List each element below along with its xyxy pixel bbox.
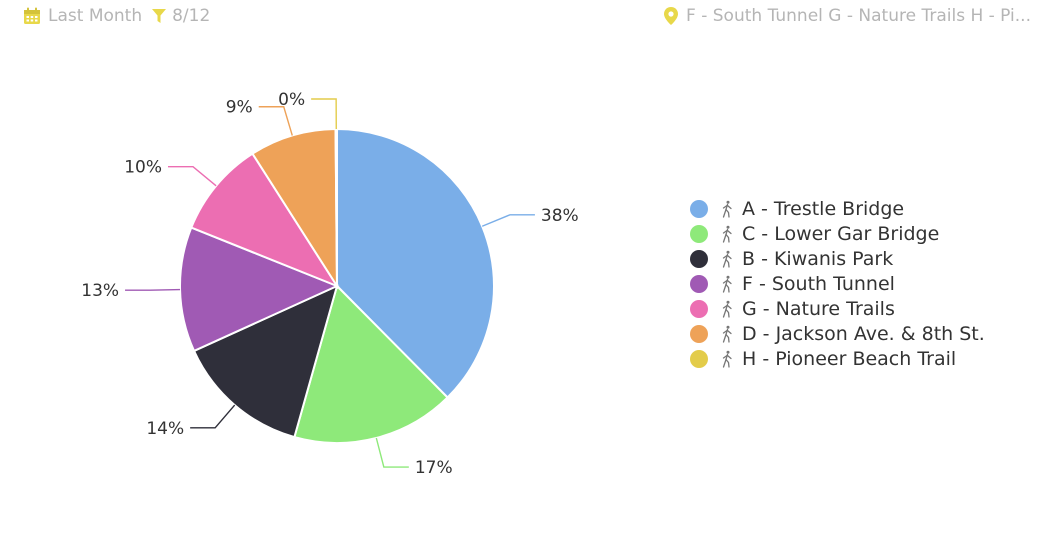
location-list-label: F - South Tunnel G - Nature Trails H - P… bbox=[686, 6, 1031, 26]
legend-color-dot bbox=[690, 199, 708, 218]
data-label-d-jackson-ave-8th-st: 9% bbox=[226, 98, 253, 118]
pie-slice-d-jackson-ave-8th-st[interactable] bbox=[251, 127, 339, 290]
legend-item-d-jackson-ave-8th-st[interactable]: D - Jackson Ave. & 8th St. bbox=[690, 321, 985, 346]
legend-color-dot bbox=[690, 274, 708, 293]
pedestrian-icon bbox=[720, 275, 734, 293]
pedestrian-icon bbox=[720, 250, 734, 268]
legend-label: F - South Tunnel bbox=[742, 272, 895, 295]
date-range-label: Last Month bbox=[48, 6, 143, 26]
legend-color-dot bbox=[690, 324, 708, 343]
data-label-g-nature-trails: 10% bbox=[124, 158, 162, 178]
legend-item-b-kiwanis-park[interactable]: B - Kiwanis Park bbox=[690, 246, 985, 271]
pie-chart: 38% 17% 14% 13% 10% 9% 0% bbox=[81, 90, 579, 478]
legend-item-g-nature-trails[interactable]: G - Nature Trails bbox=[690, 296, 985, 321]
location-filter[interactable]: F - South Tunnel G - Nature Trails H - P… bbox=[664, 6, 1031, 26]
leader-line-g-nature-trails bbox=[167, 166, 217, 187]
pedestrian-icon bbox=[720, 225, 734, 243]
legend-label: A - Trestle Bridge bbox=[742, 197, 905, 220]
legend-color-dot bbox=[690, 249, 708, 268]
map-pin-icon bbox=[664, 7, 679, 25]
legend-item-a-trestle-bridge[interactable]: A - Trestle Bridge bbox=[690, 196, 985, 221]
calendar-icon bbox=[22, 6, 42, 26]
legend-item-h-pioneer-beach-trail[interactable]: H - Pioneer Beach Trail bbox=[690, 346, 985, 371]
legend-label: B - Kiwanis Park bbox=[742, 247, 894, 270]
legend-color-dot bbox=[690, 349, 708, 368]
leader-line-h-pioneer-beach-trail bbox=[311, 98, 337, 130]
legend-color-dot bbox=[690, 224, 708, 243]
data-label-h-pioneer-beach-trail: 0% bbox=[278, 90, 305, 110]
filter-count: 8/12 bbox=[172, 6, 211, 26]
legend-color-dot bbox=[690, 299, 708, 318]
legend-item-c-lower-gar-bridge[interactable]: C - Lower Gar Bridge bbox=[690, 221, 985, 246]
data-label-f-south-tunnel: 13% bbox=[81, 281, 119, 301]
leader-line-c-lower-gar-bridge bbox=[375, 437, 409, 468]
funnel-icon bbox=[152, 8, 167, 24]
pedestrian-icon bbox=[720, 200, 734, 218]
leader-line-a-trestle-bridge bbox=[481, 214, 535, 227]
leader-line-d-jackson-ave-8th-st bbox=[258, 106, 293, 136]
leader-line-b-kiwanis-park bbox=[190, 404, 236, 429]
legend: A - Trestle Bridge C - Lower Gar Bridge B … bbox=[690, 196, 985, 371]
pedestrian-icon bbox=[720, 325, 734, 343]
pie-chart-area: 38% 17% 14% 13% 10% 9% 0% bbox=[0, 44, 1049, 534]
legend-label: D - Jackson Ave. & 8th St. bbox=[742, 322, 985, 345]
leader-line-f-south-tunnel bbox=[125, 288, 181, 291]
legend-label: H - Pioneer Beach Trail bbox=[742, 347, 957, 370]
data-label-c-lower-gar-bridge: 17% bbox=[415, 458, 453, 478]
data-label-a-trestle-bridge: 38% bbox=[541, 206, 579, 226]
legend-label: G - Nature Trails bbox=[742, 297, 895, 320]
date-filter[interactable]: Last Month 8/12 bbox=[22, 6, 210, 26]
pedestrian-icon bbox=[720, 350, 734, 368]
pie-slice-f-south-tunnel[interactable] bbox=[179, 226, 340, 353]
legend-item-f-south-tunnel[interactable]: F - South Tunnel bbox=[690, 271, 985, 296]
pie-slice-b-kiwanis-park[interactable] bbox=[192, 284, 339, 439]
pedestrian-icon bbox=[720, 300, 734, 318]
filter-bar: Last Month 8/12 F - South Tunnel G - Nat… bbox=[0, 0, 1049, 44]
data-label-b-kiwanis-park: 14% bbox=[146, 419, 184, 439]
legend-label: C - Lower Gar Bridge bbox=[742, 222, 940, 245]
